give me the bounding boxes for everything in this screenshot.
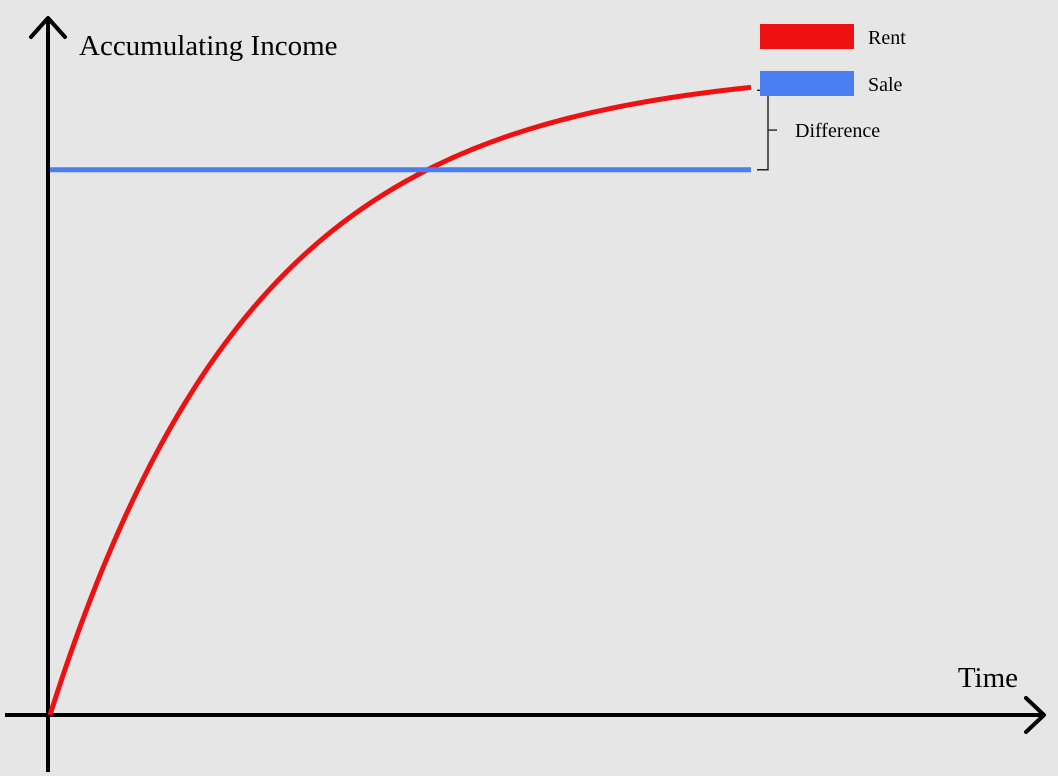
legend-label-sale: Sale (868, 74, 903, 96)
series-layer (47, 84, 752, 716)
series-line-rent (47, 84, 752, 716)
legend-label-rent: Rent (868, 27, 906, 49)
y-axis-label: Accumulating Income (79, 30, 338, 62)
legend: Rent Sale (760, 24, 906, 96)
x-axis-arrow-icon (1024, 696, 1046, 734)
legend-swatch-sale (760, 71, 854, 96)
x-axis-label: Time (958, 662, 1018, 694)
y-axis-arrow-icon (29, 16, 67, 39)
difference-bracket (757, 89, 777, 171)
annotation-layer: Difference (757, 89, 880, 171)
axes (5, 16, 1046, 772)
legend-swatch-rent (760, 24, 854, 49)
difference-label: Difference (795, 120, 880, 142)
